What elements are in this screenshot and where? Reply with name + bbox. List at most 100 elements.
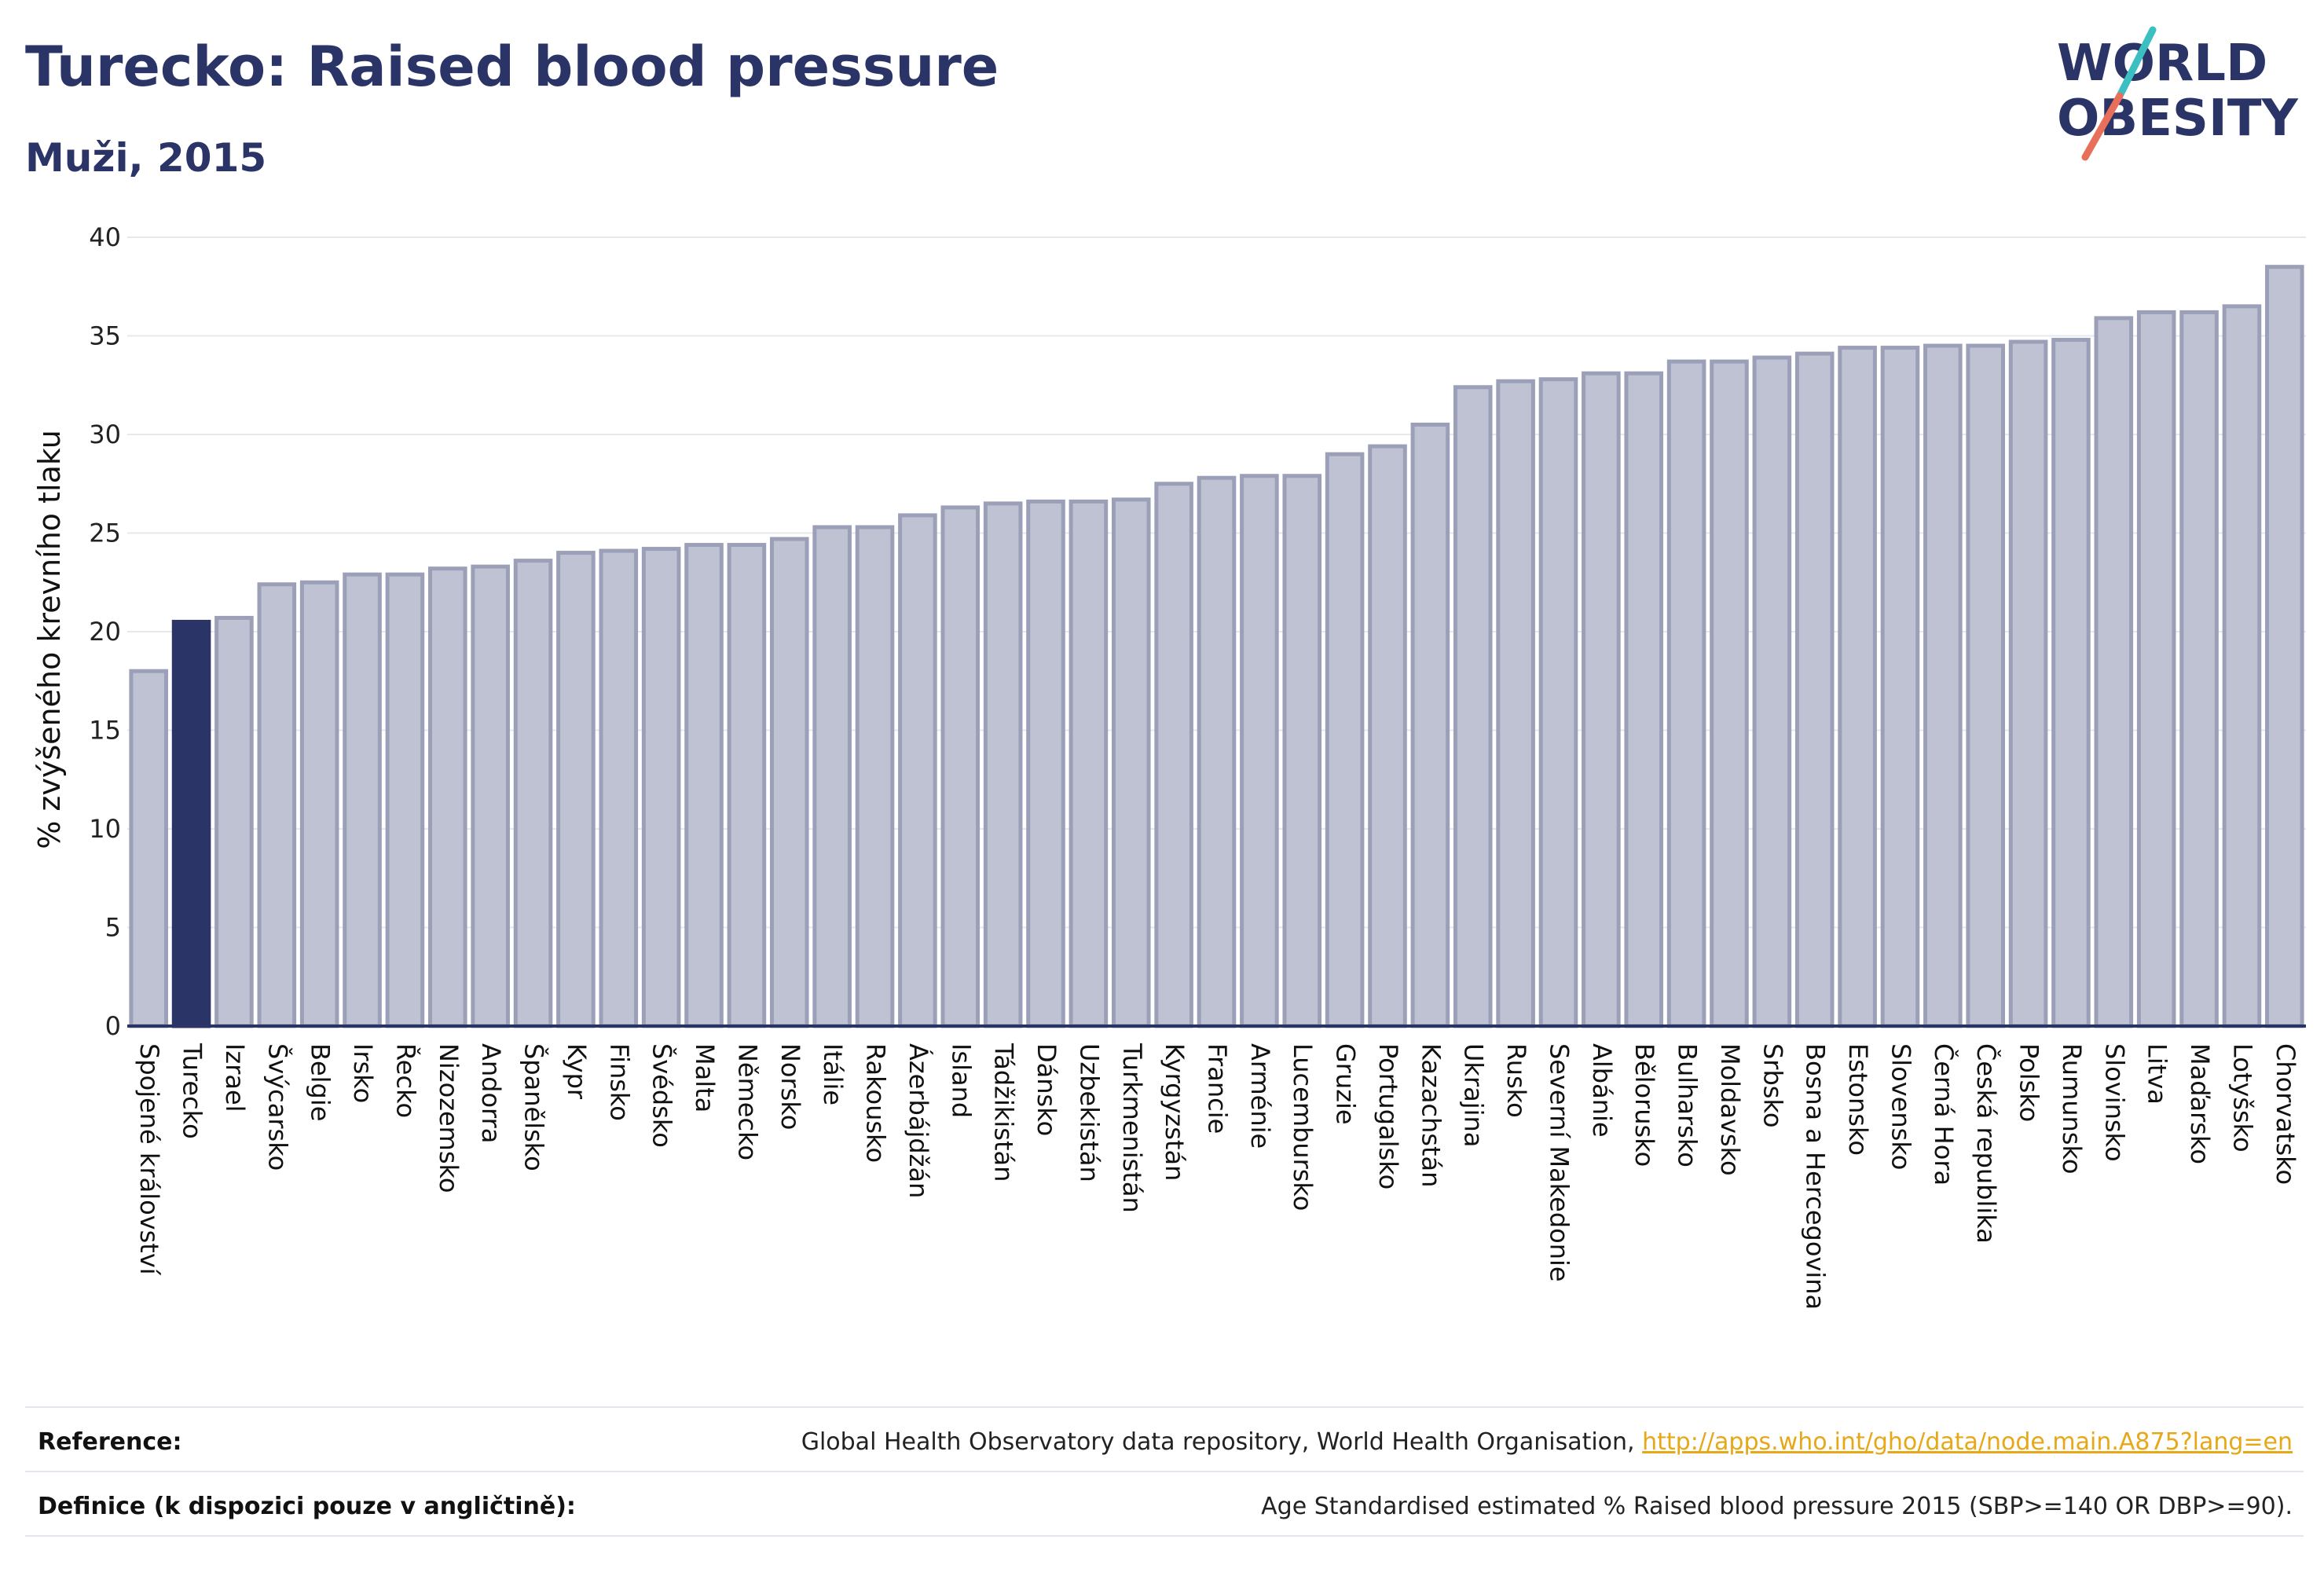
bar-lotyšsko — [2222, 304, 2262, 1028]
bar-slovensko — [1880, 346, 1920, 1028]
bar-chorvatsko — [2265, 265, 2304, 1028]
y-tick-label: 15 — [89, 716, 121, 746]
x-tick-label: Arménie — [1245, 1043, 1275, 1149]
x-tick-label: Severní Makedonie — [1544, 1043, 1574, 1282]
x-tick-label: Ázerbájdžán — [904, 1043, 933, 1198]
bar-turecko — [171, 619, 211, 1028]
x-tick-label: Albánie — [1587, 1043, 1617, 1138]
footer-divider — [25, 1406, 2304, 1408]
x-tick-label: Uzbekistán — [1074, 1043, 1104, 1182]
x-tick-label: Kyrgyzstán — [1160, 1043, 1189, 1181]
x-tick-label: Bosna a Hercegovina — [1801, 1043, 1831, 1310]
x-tick-label: Itálie — [818, 1043, 848, 1105]
reference-value: Global Health Observatory data repositor… — [801, 1428, 2293, 1456]
x-axis-labels: Spojené království Turecko Izrael Švýcarsko… — [134, 1043, 2300, 1310]
bar-irsko — [343, 572, 382, 1028]
bar-německo — [727, 543, 767, 1028]
x-tick-label: Portugalsko — [1373, 1043, 1403, 1189]
bar-spojené-království — [129, 669, 168, 1028]
x-tick-label: Estonsko — [1843, 1043, 1873, 1156]
x-tick-label: Island — [946, 1043, 976, 1118]
logo-line-1: WORLD — [2057, 35, 2267, 93]
x-tick-label: Malta — [690, 1043, 720, 1112]
x-tick-label: Dánsko — [1032, 1043, 1061, 1136]
bar-itálie — [812, 525, 852, 1028]
x-tick-label: Černá Hora — [1929, 1043, 1959, 1186]
x-tick-label: Švédsko — [647, 1043, 678, 1148]
bar-španělsko — [513, 559, 553, 1028]
x-tick-label: Turkmenistán — [1117, 1043, 1147, 1213]
x-tick-label: Andorra — [476, 1043, 506, 1143]
bar-řecko — [385, 572, 425, 1028]
x-tick-label: Spojené království — [134, 1043, 164, 1276]
x-tick-label: Španělsko — [519, 1043, 550, 1171]
x-tick-label: Bulharsko — [1673, 1043, 1703, 1167]
x-tick-label: Kypr — [562, 1043, 592, 1100]
reference-text: Global Health Observatory data repositor… — [801, 1428, 1635, 1456]
y-tick-label: 35 — [89, 321, 121, 351]
bar-gruzie — [1325, 452, 1365, 1028]
logo-slash-teal — [2116, 26, 2157, 100]
logo-slash-coral — [2081, 92, 2124, 161]
x-tick-label: Kazachstán — [1416, 1043, 1446, 1187]
x-tick-label: Lotyšsko — [2227, 1043, 2257, 1153]
x-tick-label: Irsko — [348, 1043, 378, 1103]
x-tick-label: Slovinsko — [2099, 1043, 2129, 1162]
bar-izrael — [214, 615, 254, 1028]
x-tick-label: Belgie — [306, 1043, 335, 1121]
bar-dánsko — [1026, 499, 1065, 1028]
x-tick-label: Maďarsko — [2185, 1043, 2215, 1164]
x-tick-label: Rusko — [1501, 1043, 1531, 1118]
footer-divider — [25, 1535, 2304, 1537]
bar-uzbekistán — [1069, 499, 1109, 1028]
x-tick-label: Švýcarsko — [262, 1043, 293, 1171]
x-tick-label: Rakousko — [861, 1043, 891, 1163]
bar-bělorusko — [1624, 371, 1664, 1028]
x-tick-label: Ukrajina — [1459, 1043, 1489, 1147]
x-tick-label: Francie — [1203, 1043, 1233, 1134]
bar-portugalsko — [1368, 444, 1407, 1028]
bar-malta — [684, 543, 724, 1028]
x-tick-label: Norsko — [775, 1043, 805, 1130]
bar-andorra — [471, 564, 510, 1028]
x-tick-label: Moldavsko — [1715, 1043, 1745, 1176]
chart-subtitle: Muži, 2015 — [25, 135, 267, 181]
x-tick-label: Slovensko — [1886, 1043, 1915, 1170]
bar-švýcarsko — [257, 582, 297, 1028]
reference-link[interactable]: http://apps.who.int/gho/data/node.main.A… — [1642, 1428, 2293, 1456]
bar-kazachstán — [1410, 422, 1450, 1028]
bar-chart: 0 5 10 15 20 25 30 35 40 Spojené království Turec… — [32, 222, 2306, 1310]
bar-švédsko — [641, 547, 681, 1028]
bar-finsko — [599, 548, 639, 1028]
x-tick-label: Polsko — [2014, 1043, 2044, 1122]
x-tick-label: Rumunsko — [2057, 1043, 2087, 1174]
x-tick-label: Bělorusko — [1629, 1043, 1659, 1167]
x-tick-label: Lucembursko — [1288, 1043, 1318, 1211]
bar-lucembursko — [1282, 474, 1322, 1028]
y-axis-label: % zvýšeného krevního tlaku — [32, 430, 67, 849]
x-tick-label: Gruzie — [1331, 1043, 1361, 1125]
y-tick-label: 25 — [89, 519, 121, 548]
reference-label: Reference: — [38, 1428, 182, 1456]
chart-title: Turecko: Raised blood pressure — [25, 35, 999, 99]
y-tick-label: 0 — [105, 1011, 121, 1041]
bar-litva — [2136, 310, 2176, 1028]
x-tick-label: Česká republika — [1971, 1043, 2002, 1244]
x-tick-label: Srbsko — [1758, 1043, 1787, 1127]
bars — [129, 265, 2304, 1028]
x-tick-label: Řecko — [390, 1043, 420, 1118]
bar-norsko — [769, 537, 809, 1028]
bar-česká-republika — [1966, 343, 2005, 1028]
bar-island — [940, 505, 981, 1028]
x-tick-label: Nizozemsko — [434, 1043, 464, 1193]
bar-tádžikistán — [983, 501, 1023, 1028]
y-tick-label: 10 — [89, 814, 121, 844]
x-tick-label: Německo — [732, 1043, 762, 1160]
y-tick-label: 20 — [89, 617, 121, 647]
x-tick-label: Izrael — [220, 1043, 250, 1112]
x-tick-label: Litva — [2143, 1043, 2172, 1105]
x-tick-label: Finsko — [604, 1043, 634, 1121]
x-tick-label: Turecko — [178, 1043, 207, 1139]
bar-francie — [1197, 475, 1237, 1028]
y-tick-label: 40 — [89, 222, 121, 252]
